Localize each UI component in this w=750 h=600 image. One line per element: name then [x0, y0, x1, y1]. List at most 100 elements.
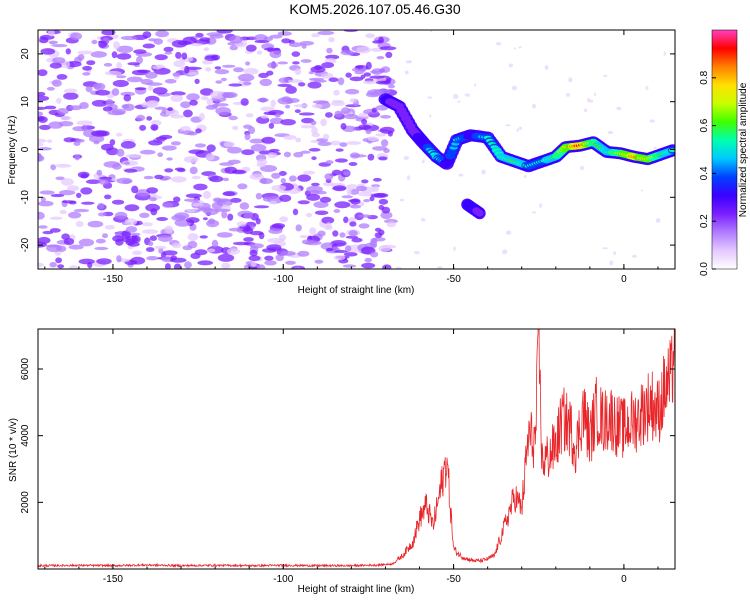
- noise-blob: [632, 254, 637, 258]
- noise-blob: [373, 192, 389, 198]
- noise-blob: [321, 62, 335, 69]
- noise-blob: [186, 93, 200, 101]
- noise-blob: [457, 100, 461, 103]
- noise-blob: [289, 175, 297, 182]
- noise-blob: [76, 120, 93, 126]
- noise-blob: [44, 105, 57, 110]
- snr-x-label: Height of straight line (km): [298, 584, 415, 595]
- noise-blob: [369, 240, 378, 248]
- noise-blob: [116, 148, 125, 157]
- noise-blob: [344, 245, 352, 253]
- noise-blob: [142, 31, 152, 39]
- noise-blob: [65, 61, 82, 68]
- noise-blob: [320, 118, 327, 127]
- noise-blob: [50, 193, 65, 198]
- noise-blob: [68, 265, 79, 269]
- noise-blob: [39, 124, 51, 130]
- noise-blob: [348, 162, 358, 166]
- noise-blob: [63, 88, 78, 94]
- noise-blob: [523, 175, 527, 178]
- noise-blob: [649, 119, 655, 123]
- noise-blob: [539, 203, 543, 208]
- noise-blob: [299, 41, 315, 46]
- noise-blob: [120, 141, 136, 149]
- noise-blob: [406, 175, 411, 181]
- noise-blob: [146, 116, 153, 121]
- noise-blob: [227, 146, 242, 154]
- noise-blob: [263, 111, 277, 116]
- noise-blob: [189, 99, 198, 106]
- noise-blob: [403, 155, 409, 160]
- noise-blob: [388, 84, 395, 89]
- noise-blob: [102, 233, 108, 239]
- noise-blob: [306, 185, 323, 193]
- noise-blob: [205, 153, 215, 161]
- noise-blob: [531, 103, 537, 109]
- noise-blob: [464, 93, 471, 97]
- noise-blob: [98, 179, 109, 185]
- noise-blob: [301, 43, 307, 49]
- noise-blob: [514, 47, 517, 50]
- noise-blob: [233, 67, 244, 73]
- noise-blob: [116, 75, 127, 79]
- noise-blob: [317, 30, 335, 36]
- noise-blob: [300, 125, 316, 129]
- noise-blob: [349, 188, 360, 195]
- noise-blob: [49, 228, 61, 233]
- noise-blob: [369, 196, 375, 202]
- noise-blob: [242, 81, 252, 86]
- noise-blob: [104, 194, 112, 200]
- noise-blob: [81, 201, 95, 205]
- noise-blob: [186, 209, 196, 213]
- noise-blob: [518, 46, 522, 49]
- snr-y-label: SNR (10 * v/v): [8, 418, 19, 482]
- noise-blob: [61, 178, 74, 186]
- noise-blob: [127, 62, 140, 66]
- noise-blob: [38, 225, 48, 229]
- noise-blob: [130, 232, 141, 236]
- noise-blob: [49, 261, 57, 268]
- noise-blob: [136, 114, 146, 121]
- y-tick-label: 0: [20, 146, 31, 152]
- noise-blob: [430, 30, 433, 33]
- noise-blob: [207, 248, 216, 253]
- noise-blob: [97, 212, 107, 217]
- noise-blob: [378, 156, 388, 161]
- noise-blob: [103, 161, 121, 168]
- noise-blob: [85, 85, 93, 93]
- noise-blob: [350, 204, 362, 209]
- noise-blob: [343, 252, 358, 257]
- noise-blob: [280, 250, 296, 256]
- noise-blob: [40, 48, 56, 55]
- noise-blob: [373, 89, 391, 94]
- noise-blob: [349, 76, 364, 82]
- noise-blob: [226, 248, 241, 255]
- noise-blob: [267, 62, 278, 69]
- noise-blob: [38, 236, 51, 244]
- noise-blob: [148, 100, 159, 107]
- noise-blob: [334, 110, 343, 118]
- noise-blob: [206, 32, 223, 37]
- noise-blob: [298, 82, 306, 87]
- noise-blob: [655, 218, 661, 223]
- noise-blob: [346, 141, 362, 145]
- noise-blob: [250, 261, 257, 268]
- noise-blob: [54, 163, 72, 168]
- noise-blob: [51, 79, 62, 87]
- noise-blob: [55, 257, 62, 264]
- noise-blob: [243, 68, 259, 75]
- noise-blob: [104, 70, 122, 76]
- noise-blob: [378, 205, 385, 210]
- noise-blob: [330, 101, 346, 106]
- noise-blob: [38, 91, 46, 97]
- noise-blob: [210, 90, 226, 99]
- noise-blob: [230, 197, 242, 203]
- noise-blob: [532, 211, 537, 214]
- noise-blob: [162, 202, 174, 208]
- noise-blob: [58, 189, 76, 196]
- noise-blob: [56, 108, 69, 115]
- noise-blob: [38, 142, 44, 147]
- noise-blob: [249, 138, 265, 144]
- noise-blob: [258, 72, 269, 78]
